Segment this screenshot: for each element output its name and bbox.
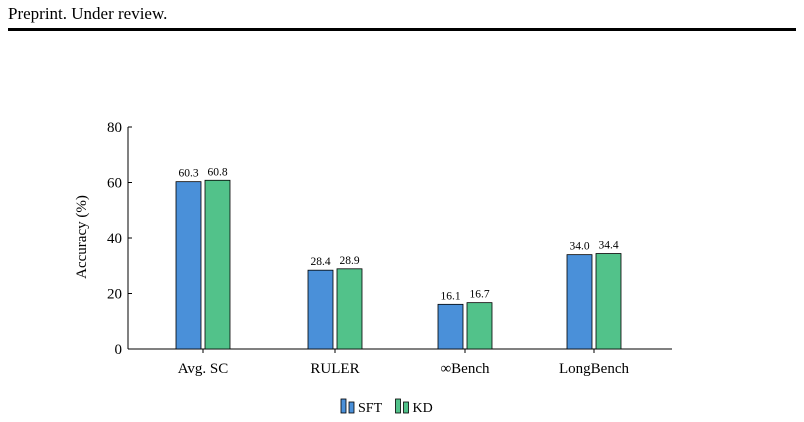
y-tick-label: 80 xyxy=(107,120,122,136)
legend: SFT KD xyxy=(340,398,433,416)
bar-kd xyxy=(595,253,622,350)
legend-swatch-sft xyxy=(348,401,355,414)
data-label-sft: 16.1 xyxy=(440,290,460,302)
data-label-sft: 28.4 xyxy=(310,256,330,268)
y-tick-label: 0 xyxy=(115,342,123,358)
y-axis-label: Accuracy (%) xyxy=(74,195,90,279)
legend-swatch-kd xyxy=(395,398,401,414)
legend-swatch-sft xyxy=(340,398,347,414)
page-header: Preprint. Under review. xyxy=(8,4,168,23)
data-label-sft: 34.0 xyxy=(569,241,589,253)
data-label-kd: 28.9 xyxy=(339,255,359,267)
x-tick-label: LongBench xyxy=(559,361,629,377)
data-label-sft: 60.3 xyxy=(178,168,198,180)
legend-swatch-kd xyxy=(403,401,409,414)
bar-sft xyxy=(307,269,334,350)
y-tick-label: 20 xyxy=(107,287,122,303)
x-tick-label: Avg. SC xyxy=(178,361,229,377)
x-tick-label: RULER xyxy=(310,361,359,377)
bar-kd xyxy=(466,302,493,350)
bar-kd xyxy=(336,268,363,350)
legend-label-sft: SFT xyxy=(358,401,383,416)
bar-sft xyxy=(566,254,593,350)
bar-kd xyxy=(204,179,231,350)
data-label-kd: 16.7 xyxy=(469,289,489,301)
y-tick-label: 40 xyxy=(107,231,122,247)
bar-sft xyxy=(175,181,202,350)
header-rule xyxy=(8,28,796,31)
data-label-kd: 34.4 xyxy=(598,240,618,252)
plot-area: 0 20 40 60 80 60.3 60.8 Avg. SC 28.4 28.9 RULER 16.… xyxy=(107,120,672,377)
y-tick-label: 60 xyxy=(107,176,122,192)
data-label-kd: 60.8 xyxy=(207,166,227,178)
legend-label-kd: KD xyxy=(413,401,433,416)
x-tick-label: ∞Bench xyxy=(440,361,490,377)
bar-sft xyxy=(437,303,464,350)
